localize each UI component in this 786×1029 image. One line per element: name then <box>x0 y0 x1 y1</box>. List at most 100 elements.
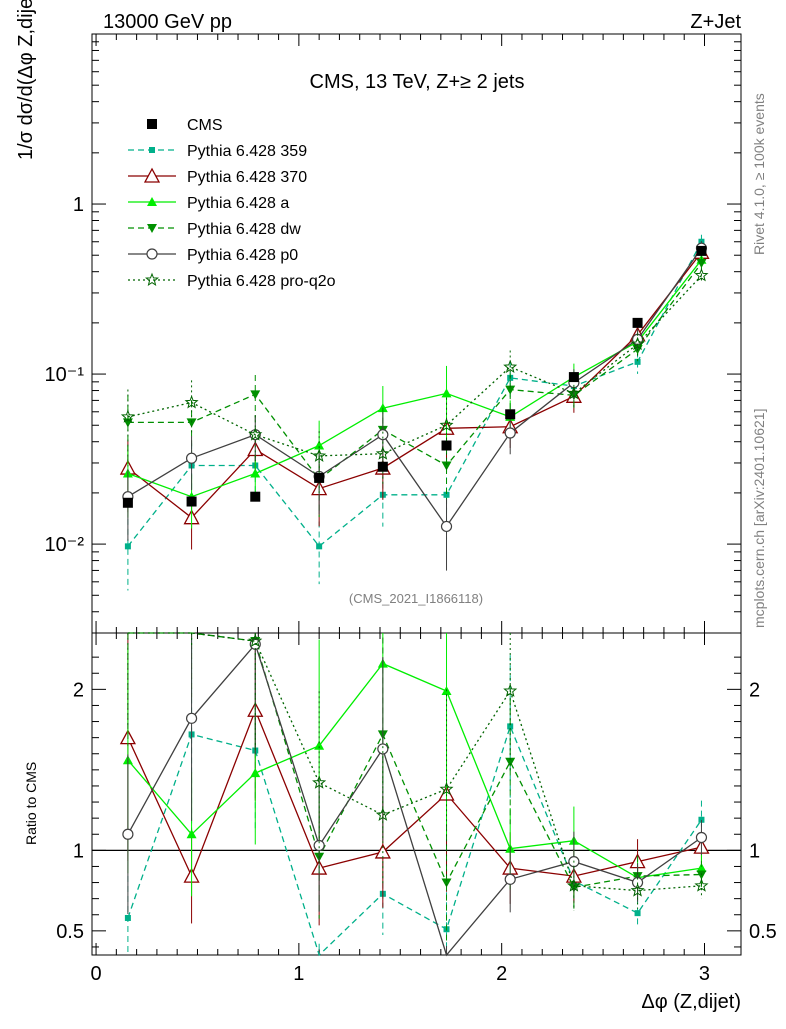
ratio-line-p370 <box>127 708 702 878</box>
ratio-y-tick-label: 2 <box>73 679 84 701</box>
ratio-point-pdw <box>441 878 452 888</box>
side-label-bottom: mcplots.cern.ch [arXiv:2401.10621] <box>751 409 767 628</box>
main-point-pq2o <box>248 427 263 441</box>
series-cms-data <box>122 245 707 508</box>
main-point-pdw <box>696 258 707 268</box>
series-p370 <box>119 243 710 926</box>
main-point-pa <box>250 468 261 478</box>
legend: CMS Pythia 6.428 359 Pythia 6.428 370 Pythi… <box>128 117 336 290</box>
main-point-pdw <box>505 385 516 395</box>
ratio-point-pq2o <box>439 781 454 796</box>
series-pp0 <box>122 241 708 957</box>
legend-label-pa: Pythia 6.428 a <box>187 195 289 212</box>
ratio-point-pp0 <box>185 712 198 724</box>
ratio-y-tick-label: 0.5 <box>56 921 84 943</box>
legend-marker-cms <box>147 119 157 129</box>
main-point-pp0 <box>504 427 516 439</box>
legend-label-pq2o: Pythia 6.428 pro-q2o <box>187 273 336 290</box>
main-point-pq2o <box>694 268 709 282</box>
x-tick-label-3: 3 <box>699 963 710 985</box>
ratio-point-pp0 <box>313 839 325 852</box>
ratio-line-p359 <box>127 724 703 957</box>
ratio-point-p359 <box>507 723 514 730</box>
ratio-line-pp0 <box>127 642 702 957</box>
x-tick-label-0: 0 <box>90 963 101 985</box>
ratio-y-tick-label-right: 1 <box>749 840 760 862</box>
ratio-point-pdw <box>505 757 516 767</box>
main-point-pa <box>314 440 325 450</box>
ratio-point-p359 <box>634 910 641 917</box>
ratio-point-pp0 <box>695 831 708 844</box>
legend-marker-pdw <box>147 224 157 233</box>
axes-layer: 0 1 2 3 10⁻² 10⁻¹ 1 0.5 0.5 1 1 2 2 <box>45 33 777 985</box>
data-point-cms <box>441 440 452 451</box>
legend-label-cms: CMS <box>187 117 223 134</box>
ratio-line-pa <box>127 662 702 879</box>
ratio-point-p359 <box>698 816 705 823</box>
ratio-y-label: Ratio to CMS <box>23 762 39 845</box>
main-point-pq2o <box>439 417 454 432</box>
data-point-cms <box>505 409 516 420</box>
main-line-p370 <box>127 251 703 519</box>
main-point-p359 <box>124 543 131 550</box>
ratio-point-pa <box>314 740 325 750</box>
legend-label-p359: Pythia 6.428 359 <box>187 143 307 160</box>
analysis-watermark: (CMS_2021_I1866118) <box>349 591 483 606</box>
main-point-pp0 <box>185 452 198 464</box>
main-line-pp0 <box>127 247 703 528</box>
ratio-point-pq2o <box>248 633 263 648</box>
ratio-point-pq2o <box>694 878 709 892</box>
plot-title: CMS, 13 TeV, Z+≥ 2 jets <box>310 71 525 93</box>
main-point-pq2o <box>630 336 645 351</box>
legend-label-pp0: Pythia 6.428 p0 <box>187 247 298 264</box>
ratio-y-tick-label: 1 <box>73 840 84 862</box>
data-point-cms <box>314 472 325 483</box>
main-line-pq2o <box>127 275 702 457</box>
main-line-pdw <box>127 262 703 481</box>
side-label-top: Rivet 4.1.0, ≥ 100k events <box>751 93 767 255</box>
ratio-line-pq2o <box>127 632 702 892</box>
header-right: Z+Jet <box>690 11 741 33</box>
ratio-point-pa <box>250 768 261 778</box>
legend-marker-p370 <box>143 167 161 183</box>
main-point-pq2o <box>184 395 199 409</box>
main-point-pdw <box>441 461 452 471</box>
main-point-pdw <box>186 418 197 428</box>
main-point-pq2o <box>566 386 581 400</box>
data-point-cms <box>696 245 707 256</box>
legend-marker-pq2o <box>145 272 159 287</box>
main-point-pdw <box>250 390 261 400</box>
x-axis-label: Δφ (Z,dijet) <box>641 991 741 1013</box>
main-y-tick-label: 1 <box>73 194 84 216</box>
ratio-line-pdw <box>127 632 702 889</box>
ratio-point-pa <box>186 829 197 839</box>
main-point-pa <box>441 388 452 398</box>
series-layer <box>119 234 710 957</box>
series-pa <box>122 252 707 898</box>
legend-label-p370: Pythia 6.428 370 <box>187 169 307 186</box>
main-point-pq2o <box>375 446 390 460</box>
header-left: 13000 GeV pp <box>103 11 232 33</box>
ratio-point-pp0 <box>504 873 516 885</box>
ratio-point-pq2o <box>566 878 581 892</box>
main-line-p359 <box>127 241 703 548</box>
data-point-cms <box>250 491 261 502</box>
x-tick-label-1: 1 <box>293 963 304 985</box>
main-y-tick-label: 10⁻² <box>45 534 85 556</box>
ratio-point-pa <box>696 863 707 873</box>
main-point-p359 <box>634 358 641 365</box>
ratio-frame <box>91 632 742 956</box>
x-tick-label-2: 2 <box>496 963 507 985</box>
data-point-cms <box>186 496 197 507</box>
data-point-cms <box>377 461 388 472</box>
ratio-point-pp0 <box>377 743 389 755</box>
legend-label-pdw: Pythia 6.428 dw <box>187 221 301 238</box>
main-point-pq2o <box>312 448 327 462</box>
legend-marker-pp0 <box>146 248 158 260</box>
data-point-cms <box>568 372 579 383</box>
main-point-pp0 <box>377 429 389 441</box>
ratio-point-p359 <box>124 914 131 921</box>
legend-marker-p359 <box>149 147 155 153</box>
